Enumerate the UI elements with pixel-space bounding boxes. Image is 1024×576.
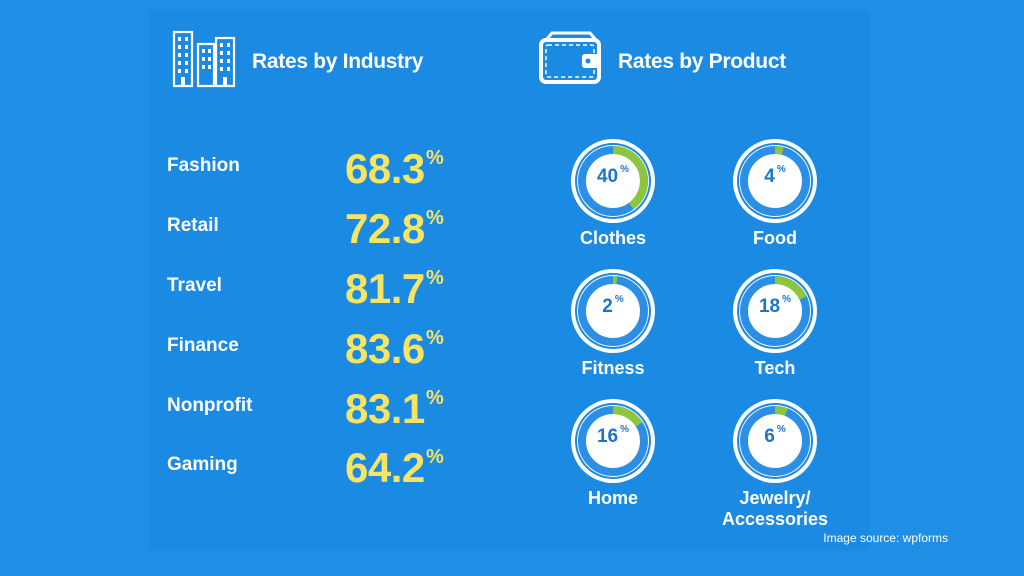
product-value-unit: % (776, 164, 786, 175)
product-value: 40% (570, 164, 656, 188)
donut-ring (733, 269, 817, 353)
product-value-unit: % (620, 164, 630, 175)
industry-label: Retail (167, 215, 219, 236)
wallet-icon (538, 30, 604, 93)
product-item: 6% Jewelry/Accessories (694, 398, 854, 529)
donut-ring (571, 139, 655, 223)
product-value-number: 40 (596, 166, 619, 187)
product-value-number: 2 (602, 296, 613, 317)
ring-value-arc (578, 276, 648, 346)
industry-unit: % (426, 267, 444, 289)
product-item: 16% Home (532, 398, 692, 508)
product-label: Home (587, 488, 638, 508)
industry-label: Gaming (167, 454, 238, 475)
buildings-icon (172, 30, 238, 93)
product-label: Clothes (579, 228, 646, 248)
industry-value: 81.7 (345, 265, 425, 312)
donut-ring (571, 269, 655, 353)
product-value-unit: % (614, 294, 624, 305)
donut-ring (733, 399, 817, 483)
product-value-unit: % (776, 424, 786, 435)
product-label: Jewelry/Accessories (721, 488, 829, 529)
industry-label: Fashion (167, 155, 240, 176)
ring-value-arc (740, 146, 810, 216)
industry-value: 64.2 (345, 444, 425, 491)
product-value: 18% (732, 294, 818, 318)
ring-value-arc (740, 276, 810, 346)
product-value: 2% (570, 294, 656, 318)
ring-center (587, 155, 639, 207)
ring-value-arc (578, 406, 648, 476)
product-item: 2% Fitness (532, 268, 692, 378)
product-label: Tech (754, 358, 796, 378)
industry-unit: % (426, 387, 444, 409)
ring-center (587, 285, 639, 337)
product-value-number: 6 (764, 426, 775, 447)
donut-ring (571, 399, 655, 483)
industry-label: Finance (167, 335, 239, 356)
product-label: Fitness (581, 358, 645, 378)
industry-unit: % (426, 446, 444, 468)
product-value-number: 18 (758, 296, 781, 317)
product-value-number: 4 (764, 166, 775, 187)
industry-label: Travel (167, 275, 222, 296)
ring-value-arc (740, 406, 810, 476)
product-item: 40% Clothes (532, 138, 692, 248)
donut-ring (733, 139, 817, 223)
product-heading-text: Rates by Product (618, 49, 786, 73)
ring-center (587, 415, 639, 467)
product-value: 6% (732, 424, 818, 448)
industry-label: Nonprofit (167, 395, 253, 416)
product-value-unit: % (620, 424, 630, 435)
industry-value: 83.1 (345, 385, 425, 432)
product-value: 16% (570, 424, 656, 448)
ring-center (749, 285, 801, 337)
product-heading: Rates by Product (538, 30, 786, 93)
industry-unit: % (426, 327, 444, 349)
industry-unit: % (426, 207, 444, 229)
ring-value-arc (578, 146, 648, 216)
product-item: 18% Tech (694, 268, 854, 378)
industry-value: 68.3 (345, 145, 425, 192)
product-value-unit: % (782, 294, 792, 305)
industry-unit: % (426, 147, 444, 169)
industry-value: 72.8 (345, 205, 425, 252)
industry-heading: Rates by Industry (172, 30, 423, 93)
ring-center (749, 155, 801, 207)
product-value-number: 16 (596, 426, 619, 447)
industry-value: 83.6 (345, 325, 425, 372)
product-value: 4% (732, 164, 818, 188)
ring-center (749, 415, 801, 467)
industry-heading-text: Rates by Industry (252, 49, 424, 73)
product-item: 4% Food (694, 138, 854, 248)
product-label: Food (753, 228, 797, 248)
image-source-caption: Image source: wpforms (823, 531, 948, 545)
